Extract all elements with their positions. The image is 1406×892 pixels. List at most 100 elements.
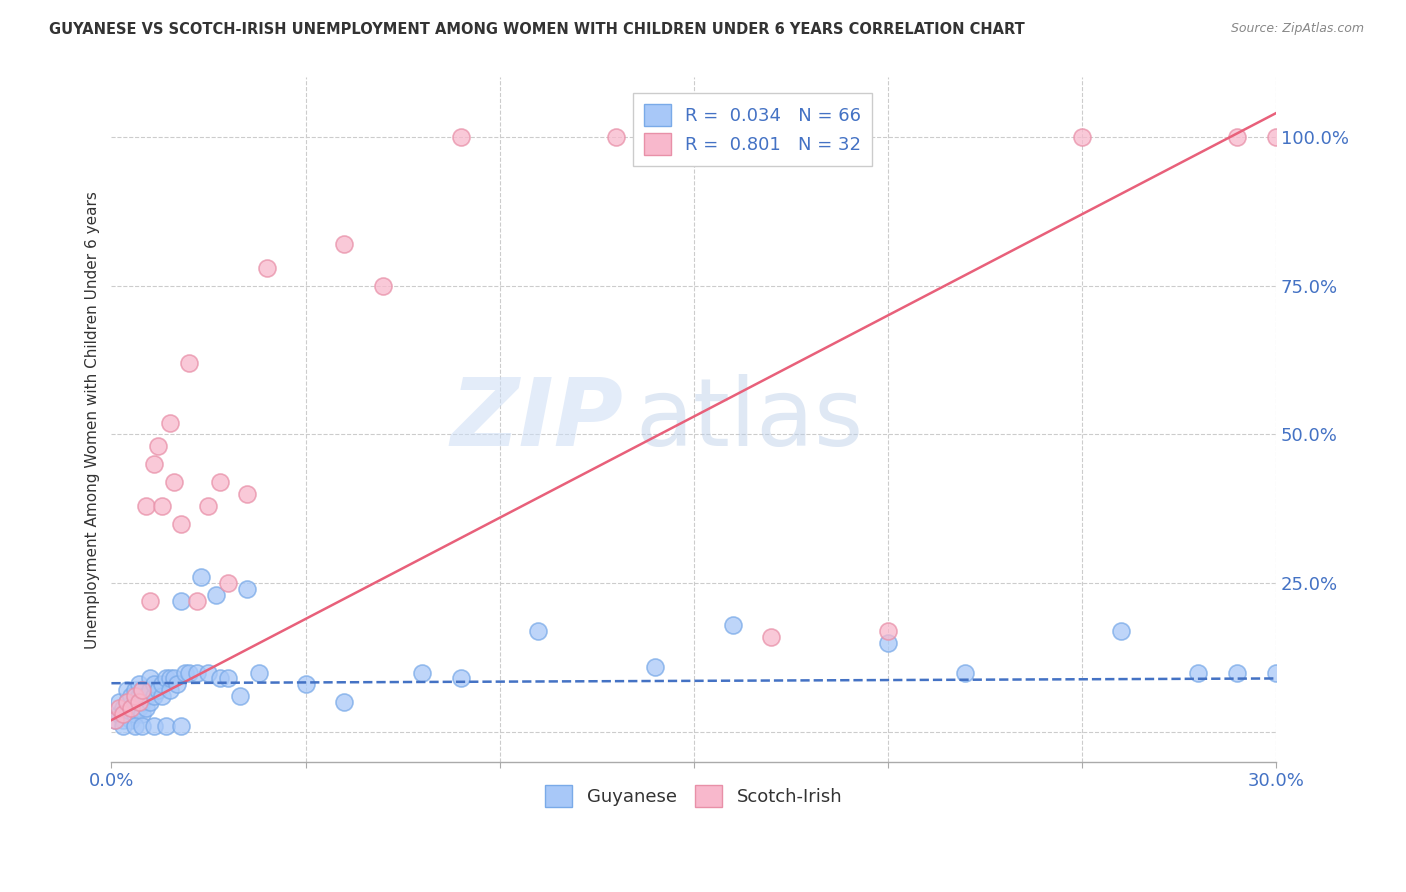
Point <box>247 665 270 680</box>
Point <box>128 690 150 704</box>
Legend: Guyanese, Scotch-Irish: Guyanese, Scotch-Irish <box>538 778 849 814</box>
Point <box>411 665 433 680</box>
Point <box>150 499 173 513</box>
Point <box>131 695 153 709</box>
Point <box>108 701 131 715</box>
Point <box>1187 665 1209 680</box>
Point <box>143 457 166 471</box>
Point <box>217 672 239 686</box>
Text: GUYANESE VS SCOTCH-IRISH UNEMPLOYMENT AMONG WOMEN WITH CHILDREN UNDER 6 YEARS CO: GUYANESE VS SCOTCH-IRISH UNEMPLOYMENT AM… <box>49 22 1025 37</box>
Point <box>139 683 162 698</box>
Point <box>146 439 169 453</box>
Point <box>197 665 219 680</box>
Point <box>1265 665 1288 680</box>
Point <box>124 707 146 722</box>
Point <box>209 672 232 686</box>
Point <box>955 665 977 680</box>
Point <box>190 570 212 584</box>
Point <box>128 701 150 715</box>
Point <box>104 713 127 727</box>
Point <box>876 624 898 638</box>
Point <box>721 618 744 632</box>
Point <box>217 576 239 591</box>
Point <box>450 672 472 686</box>
Point <box>135 690 157 704</box>
Point <box>876 636 898 650</box>
Point <box>236 582 259 597</box>
Point <box>120 713 142 727</box>
Point <box>150 677 173 691</box>
Point <box>527 624 550 638</box>
Point <box>143 690 166 704</box>
Point <box>120 701 142 715</box>
Point <box>1109 624 1132 638</box>
Point <box>139 695 162 709</box>
Point <box>112 713 135 727</box>
Point <box>131 683 153 698</box>
Point <box>450 130 472 145</box>
Point <box>131 707 153 722</box>
Point <box>170 594 193 608</box>
Point <box>236 487 259 501</box>
Point <box>115 695 138 709</box>
Point <box>124 683 146 698</box>
Point <box>143 719 166 733</box>
Point <box>120 701 142 715</box>
Point <box>146 683 169 698</box>
Point <box>159 416 181 430</box>
Point <box>197 499 219 513</box>
Point <box>131 683 153 698</box>
Point <box>104 713 127 727</box>
Point <box>170 719 193 733</box>
Point <box>124 690 146 704</box>
Point <box>1070 130 1092 145</box>
Point <box>159 672 181 686</box>
Point <box>124 719 146 733</box>
Point <box>108 695 131 709</box>
Point <box>128 677 150 691</box>
Point <box>333 695 356 709</box>
Point <box>186 594 208 608</box>
Point <box>162 672 184 686</box>
Text: atlas: atlas <box>636 374 863 466</box>
Point <box>131 719 153 733</box>
Point <box>761 630 783 644</box>
Point <box>1265 130 1288 145</box>
Point <box>644 659 666 673</box>
Point <box>112 719 135 733</box>
Y-axis label: Unemployment Among Women with Children Under 6 years: Unemployment Among Women with Children U… <box>86 191 100 648</box>
Point <box>228 690 250 704</box>
Point <box>108 707 131 722</box>
Point <box>112 701 135 715</box>
Point <box>294 677 316 691</box>
Point <box>139 672 162 686</box>
Point <box>205 588 228 602</box>
Point <box>333 237 356 252</box>
Point <box>143 677 166 691</box>
Point <box>135 499 157 513</box>
Point <box>155 672 177 686</box>
Point <box>1226 665 1249 680</box>
Text: ZIP: ZIP <box>451 374 624 466</box>
Point <box>177 356 200 370</box>
Point <box>1226 130 1249 145</box>
Text: Source: ZipAtlas.com: Source: ZipAtlas.com <box>1230 22 1364 36</box>
Point <box>162 475 184 489</box>
Point <box>256 260 278 275</box>
Point <box>155 719 177 733</box>
Point <box>159 683 181 698</box>
Point <box>373 278 395 293</box>
Point <box>209 475 232 489</box>
Point <box>150 690 173 704</box>
Point <box>128 695 150 709</box>
Point <box>139 594 162 608</box>
Point <box>115 707 138 722</box>
Point <box>115 683 138 698</box>
Point <box>135 701 157 715</box>
Point <box>115 695 138 709</box>
Point <box>166 677 188 691</box>
Point <box>170 516 193 531</box>
Point <box>124 695 146 709</box>
Point <box>112 707 135 722</box>
Point <box>186 665 208 680</box>
